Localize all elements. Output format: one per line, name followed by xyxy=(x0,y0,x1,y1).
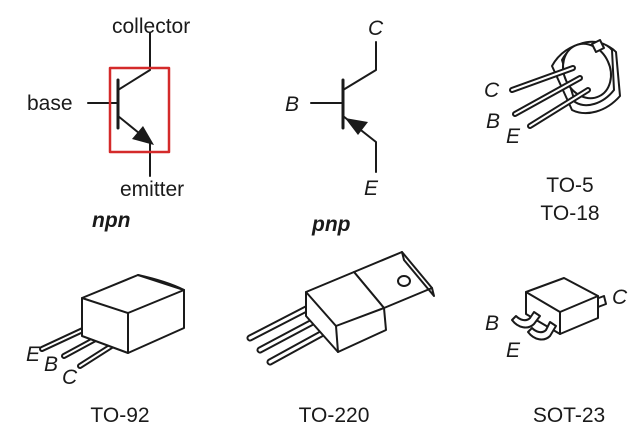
pnp-type-label: pnp xyxy=(312,213,351,236)
to92-package xyxy=(39,274,185,369)
npn-collector-label: collector xyxy=(112,15,191,38)
npn-emitter-arrow xyxy=(132,126,154,145)
npn-symbol xyxy=(87,32,171,177)
to5-package xyxy=(509,39,621,129)
pnp-emitter-arrow xyxy=(345,118,368,135)
sot23-pin-e: E xyxy=(506,339,521,362)
sot23-name: SOT-23 xyxy=(532,404,606,427)
pnp-collector-lead xyxy=(342,41,377,91)
to220-name: TO-220 xyxy=(298,404,370,427)
npn-highlight-box xyxy=(108,66,171,154)
pnp-emitter-label: E xyxy=(364,177,379,200)
to92-pin-b: B xyxy=(44,353,59,376)
to5-pin-e: E xyxy=(506,125,521,148)
to5-pin-b: B xyxy=(486,110,501,133)
to18-name: TO-18 xyxy=(540,202,600,225)
sot23-pin-c: C xyxy=(612,286,628,309)
to5-pin-c: C xyxy=(484,79,500,102)
pnp-base-label: B xyxy=(285,93,300,116)
npn-collector-lead xyxy=(117,32,151,91)
sot23-lead-b xyxy=(511,311,541,329)
pnp-collector-label: C xyxy=(368,17,384,40)
sot23-pin-b: B xyxy=(485,312,500,335)
npn-type-label: npn xyxy=(92,209,131,232)
to5-name: TO-5 xyxy=(546,174,594,197)
npn-emitter-lead xyxy=(117,115,151,177)
sot23-package xyxy=(511,277,607,341)
sot23-lead-e xyxy=(527,321,557,341)
to92-pin-e: E xyxy=(26,343,41,366)
npn-base-label: base xyxy=(27,92,73,115)
npn-emitter-label: emitter xyxy=(120,178,185,201)
to92-pin-c: C xyxy=(62,366,78,389)
to220-package xyxy=(246,251,435,366)
to220-mount-hole xyxy=(397,275,411,287)
pnp-symbol xyxy=(310,41,377,173)
to92-name: TO-92 xyxy=(90,404,150,427)
